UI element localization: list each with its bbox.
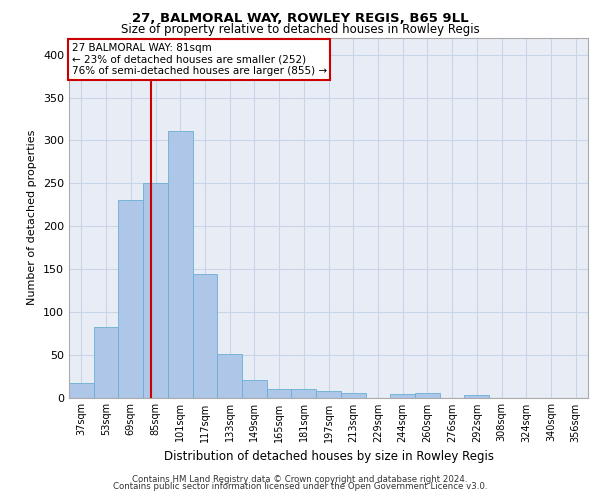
Bar [242,380,267,398]
Bar [118,200,143,398]
Bar [217,354,242,398]
Bar [94,327,118,398]
Bar [292,389,316,398]
Bar [415,393,440,398]
Text: 27 BALMORAL WAY: 81sqm
← 23% of detached houses are smaller (252)
76% of semi-de: 27 BALMORAL WAY: 81sqm ← 23% of detached… [71,43,327,76]
Bar [464,395,489,398]
Bar [390,394,415,398]
Bar [267,389,292,398]
Bar [193,274,217,398]
Y-axis label: Number of detached properties: Number of detached properties [28,130,37,305]
Bar [168,131,193,398]
Bar [316,390,341,398]
Text: Contains public sector information licensed under the Open Government Licence v3: Contains public sector information licen… [113,482,487,491]
Text: Contains HM Land Registry data © Crown copyright and database right 2024.: Contains HM Land Registry data © Crown c… [132,475,468,484]
X-axis label: Distribution of detached houses by size in Rowley Regis: Distribution of detached houses by size … [163,450,493,463]
Bar [69,383,94,398]
Bar [143,183,168,398]
Text: Size of property relative to detached houses in Rowley Regis: Size of property relative to detached ho… [121,22,479,36]
Text: 27, BALMORAL WAY, ROWLEY REGIS, B65 9LL: 27, BALMORAL WAY, ROWLEY REGIS, B65 9LL [131,12,469,26]
Bar [341,393,365,398]
